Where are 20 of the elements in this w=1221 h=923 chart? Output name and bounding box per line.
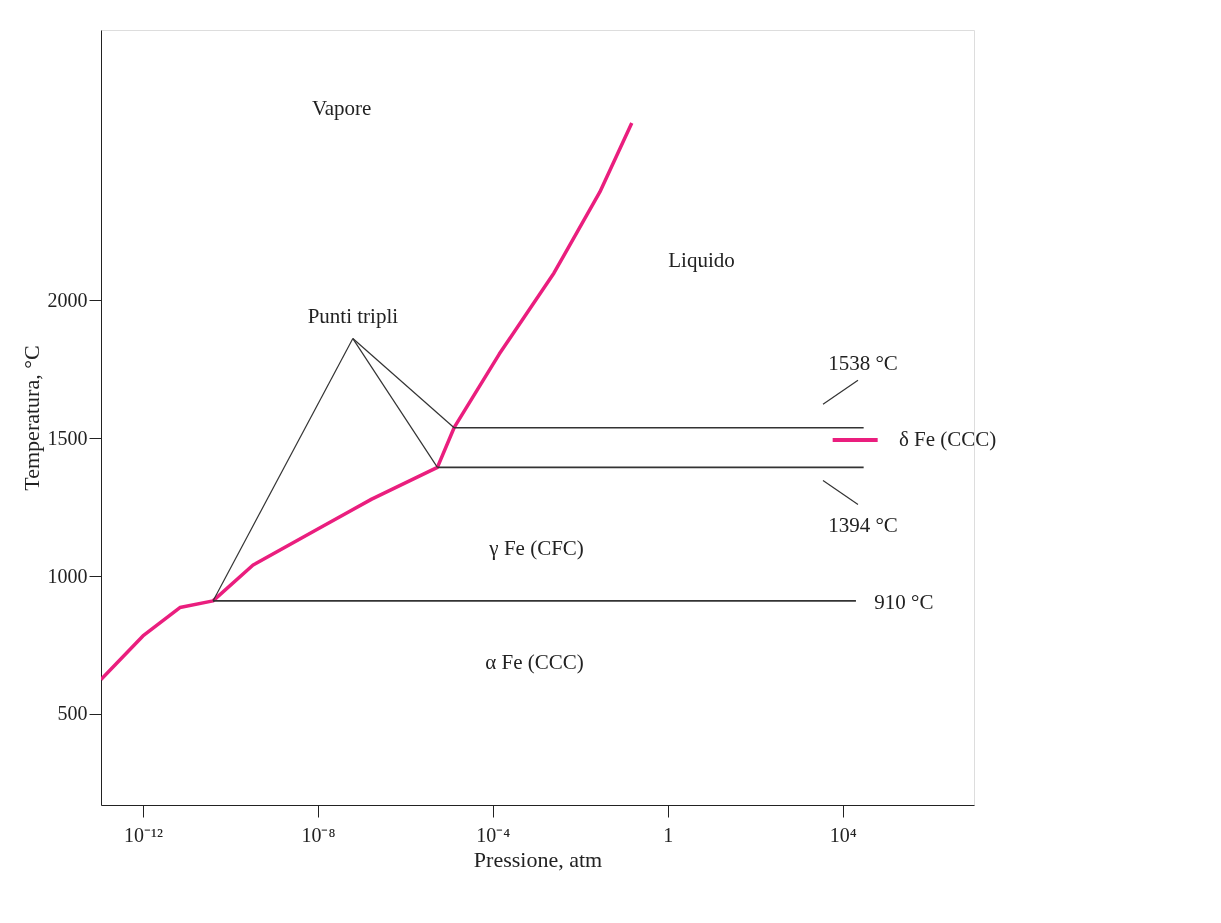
y-tick-label: 1000 (47, 564, 88, 587)
y-tick-label: 1500 (47, 426, 88, 449)
annotation: Vapore (311, 95, 372, 120)
x-tick-label: 1 (663, 823, 674, 846)
annotation: δ Fe (CCC) (898, 427, 997, 452)
annotation: 910 °C (874, 589, 934, 614)
y-axis-title: Temperatura, °C (18, 345, 44, 491)
x-tick-label: 10⁻¹² (123, 823, 163, 846)
annotation: 1394 °C (828, 513, 898, 538)
x-tick-label: 10⁻⁴ (476, 823, 511, 846)
y-tick-label: 2000 (47, 288, 88, 311)
x-tick-label: 10⁻⁸ (301, 823, 336, 846)
y-tick-label: 500 (57, 702, 88, 725)
annotation: γ Fe (CFC) (488, 535, 584, 560)
annotation: Liquido (668, 247, 735, 272)
x-tick-label: 10⁴ (829, 823, 857, 846)
annotation: α Fe (CCC) (485, 650, 584, 675)
x-axis-title: Pressione, atm (473, 846, 603, 872)
annotation: Punti tripli (307, 303, 399, 328)
annotation: 1538 °C (828, 351, 898, 376)
